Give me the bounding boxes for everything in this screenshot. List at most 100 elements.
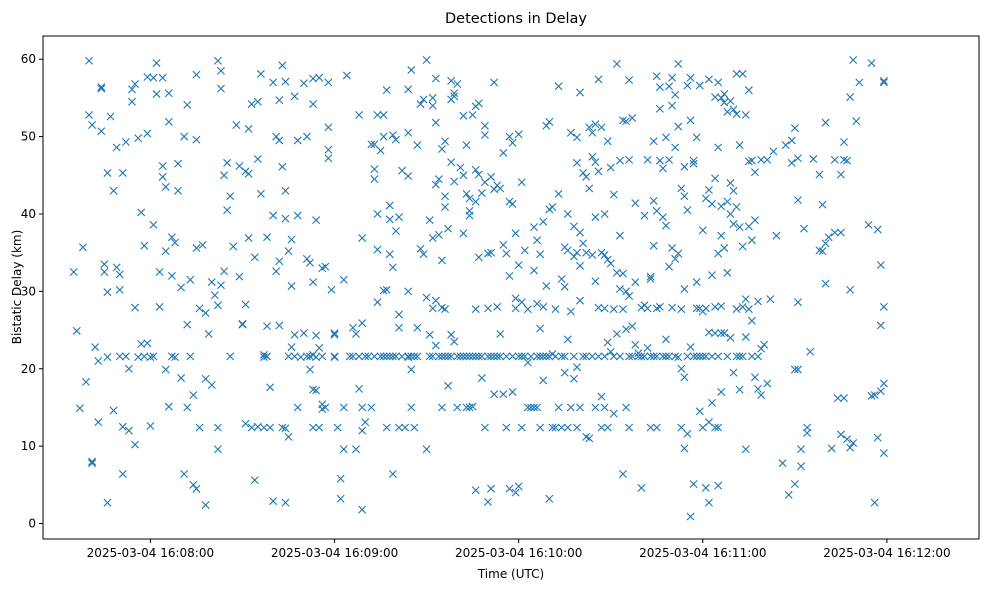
- scatter-point: [339, 445, 348, 454]
- scatter-point: [631, 199, 640, 208]
- y-tick-label: 60: [21, 52, 36, 66]
- scatter-point: [726, 333, 735, 342]
- scatter-point: [876, 261, 885, 270]
- scatter-point: [450, 89, 459, 98]
- scatter-point: [425, 330, 434, 339]
- scatter-point: [879, 78, 888, 87]
- scatter-point: [444, 352, 453, 361]
- scatter-point: [741, 445, 750, 454]
- scatter-point: [131, 440, 140, 449]
- scatter-point: [619, 305, 628, 314]
- scatter-point: [330, 330, 339, 339]
- scatter-point: [622, 117, 631, 126]
- scatter-point: [315, 343, 324, 352]
- scatter-point: [582, 248, 591, 257]
- scatter-point: [714, 78, 723, 87]
- scatter-point: [754, 352, 763, 361]
- scatter-point: [379, 110, 388, 119]
- scatter-point: [490, 352, 499, 361]
- scatter-point: [523, 305, 532, 314]
- scatter-point: [569, 374, 578, 383]
- scatter-point: [548, 423, 557, 432]
- scatter-point: [456, 352, 465, 361]
- scatter-point: [572, 248, 581, 257]
- scatter-point: [784, 490, 793, 499]
- scatter-point: [232, 121, 241, 129]
- scatter-point: [118, 470, 127, 478]
- scatter-point: [94, 418, 103, 427]
- scatter-point: [846, 443, 855, 452]
- scatter-point: [201, 309, 210, 318]
- scatter-point: [806, 347, 815, 356]
- scatter-point: [652, 352, 661, 361]
- scatter-point: [275, 257, 284, 266]
- scatter-point: [309, 100, 318, 109]
- scatter-point: [695, 352, 704, 361]
- scatter-point: [539, 376, 548, 385]
- scatter-point: [517, 352, 526, 361]
- scatter-point: [324, 78, 333, 87]
- scatter-point: [870, 498, 879, 507]
- scatter-point: [419, 95, 428, 104]
- scatter-point: [355, 384, 364, 393]
- scatter-point: [671, 254, 680, 263]
- scatter-point: [566, 403, 575, 412]
- scatter-point: [388, 131, 397, 140]
- x-tick-label: 2025-03-04 16:11:00: [639, 546, 766, 560]
- scatter-point: [388, 352, 397, 361]
- scatter-point: [290, 92, 299, 101]
- scatter-point: [517, 423, 526, 432]
- scatter-point: [256, 189, 265, 198]
- scatter-point: [735, 223, 744, 232]
- scatter-point: [803, 428, 812, 437]
- scatter-point: [643, 304, 652, 313]
- scatter-point: [78, 243, 87, 252]
- scatter-point: [720, 329, 729, 338]
- scatter-point: [867, 59, 876, 68]
- scatter-point: [404, 172, 413, 181]
- scatter-point: [609, 190, 618, 199]
- scatter-point: [597, 392, 606, 401]
- scatter-point: [149, 73, 158, 82]
- scatter-point: [523, 403, 532, 412]
- scatter-point: [164, 89, 173, 98]
- scatter-point: [689, 352, 698, 361]
- y-tick-label: 30: [21, 284, 36, 298]
- scatter-point: [407, 66, 416, 75]
- scatter-point: [661, 221, 670, 230]
- scatter-point: [269, 78, 278, 87]
- scatter-point: [683, 81, 692, 90]
- scatter-point: [563, 209, 572, 218]
- scatter-point: [453, 403, 462, 412]
- scatter-point: [407, 403, 416, 412]
- scatter-point: [530, 266, 539, 275]
- scatter-point: [511, 229, 520, 238]
- scatter-point: [744, 157, 753, 166]
- scatter-point: [683, 206, 692, 215]
- scatter-point: [459, 229, 468, 238]
- scatter-point: [585, 184, 594, 193]
- scatter-point: [689, 159, 698, 168]
- scatter-point: [373, 298, 382, 307]
- scatter-point: [511, 294, 520, 303]
- scatter-point: [704, 498, 713, 507]
- scatter-point: [499, 240, 508, 249]
- scatter-point: [480, 423, 489, 432]
- scatter-point: [704, 186, 713, 194]
- scatter-point: [263, 322, 272, 331]
- scatter-point: [649, 352, 658, 361]
- scatter-point: [818, 200, 827, 209]
- scatter-point: [164, 117, 173, 126]
- scatter-point: [873, 225, 882, 234]
- scatter-point: [131, 303, 140, 312]
- scatter-point: [465, 194, 474, 203]
- scatter-point: [428, 93, 437, 102]
- scatter-point: [542, 121, 551, 130]
- scatter-point: [625, 76, 634, 85]
- scatter-point: [533, 403, 542, 412]
- scatter-point: [358, 426, 367, 435]
- scatter-point: [226, 352, 235, 361]
- scatter-point: [585, 123, 594, 132]
- scatter-point: [358, 505, 367, 514]
- scatter-point: [207, 381, 216, 389]
